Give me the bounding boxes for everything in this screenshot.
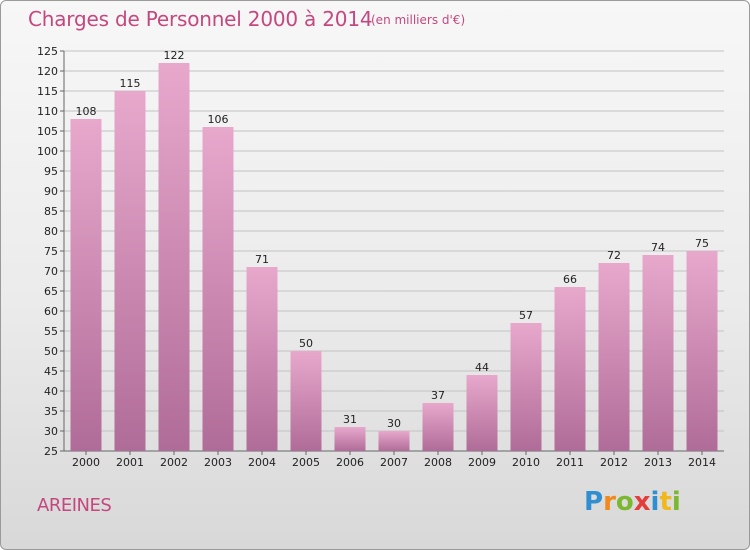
y-tick-label: 85 xyxy=(44,205,58,218)
data-label: 122 xyxy=(164,49,185,62)
data-label: 31 xyxy=(343,413,357,426)
y-tick-label: 60 xyxy=(44,305,58,318)
bar xyxy=(598,263,630,451)
y-tick-label: 35 xyxy=(44,405,58,418)
data-labels: 108 115 122 106 71 50 31 30 37 44 57 66 72 74 75 xyxy=(76,49,710,430)
bar xyxy=(510,323,542,451)
x-tick-label: 2006 xyxy=(336,456,364,469)
data-label: 44 xyxy=(475,361,489,374)
bar xyxy=(114,91,146,451)
y-tick-label: 80 xyxy=(44,225,58,238)
data-label: 106 xyxy=(208,113,229,126)
bars xyxy=(70,63,718,451)
logo-letter: r xyxy=(603,487,616,517)
bar xyxy=(70,119,102,451)
bar xyxy=(466,375,498,451)
y-tick-label: 105 xyxy=(37,125,58,138)
logo-letter: i xyxy=(671,487,681,517)
y-tick-label: 40 xyxy=(44,385,58,398)
bar xyxy=(202,127,234,451)
data-label: 115 xyxy=(120,77,141,90)
proxiti-logo: Proxiti xyxy=(584,487,681,517)
data-label: 30 xyxy=(387,417,401,430)
x-tick-label: 2011 xyxy=(556,456,584,469)
bar xyxy=(246,267,278,451)
y-tick-label: 90 xyxy=(44,185,58,198)
x-tick-label: 2001 xyxy=(116,456,144,469)
logo-letter: x xyxy=(633,487,651,517)
y-tick-label: 120 xyxy=(37,65,58,78)
data-label: 66 xyxy=(563,273,577,286)
x-tick-label: 2000 xyxy=(72,456,100,469)
place-name: AREINES xyxy=(37,495,112,516)
y-tick-labels: 25 30 35 40 45 50 55 60 65 70 75 80 85 90 95 100 105 110 1… xyxy=(37,45,58,458)
x-tick-label: 2005 xyxy=(292,456,320,469)
data-label: 37 xyxy=(431,389,445,402)
bar xyxy=(554,287,586,451)
logo-letter: o xyxy=(615,487,634,517)
y-tick-label: 70 xyxy=(44,265,58,278)
bar xyxy=(422,403,454,451)
data-label: 50 xyxy=(299,337,313,350)
y-tick-label: 110 xyxy=(37,105,58,118)
bar xyxy=(686,251,718,451)
y-tick-label: 125 xyxy=(37,45,58,58)
bar xyxy=(290,351,322,451)
data-label: 72 xyxy=(607,249,621,262)
x-tick-label: 2013 xyxy=(644,456,672,469)
y-tick-label: 30 xyxy=(44,425,58,438)
bar xyxy=(334,427,366,451)
data-label: 108 xyxy=(76,105,97,118)
x-tick-label: 2010 xyxy=(512,456,540,469)
x-tick-label: 2008 xyxy=(424,456,452,469)
y-tick-label: 50 xyxy=(44,345,58,358)
y-tick-label: 55 xyxy=(44,325,58,338)
logo-letter: t xyxy=(659,487,672,517)
y-tick-label: 95 xyxy=(44,165,58,178)
y-tick-label: 75 xyxy=(44,245,58,258)
y-tick-label: 45 xyxy=(44,365,58,378)
x-tick-label: 2014 xyxy=(688,456,716,469)
chart-title: Charges de Personnel 2000 à 2014 xyxy=(28,7,373,31)
x-tick-label: 2002 xyxy=(160,456,188,469)
bar xyxy=(378,431,410,451)
data-label: 74 xyxy=(651,241,665,254)
logo-letter: i xyxy=(650,487,660,517)
logo-letter: P xyxy=(584,487,604,517)
x-tick-label: 2012 xyxy=(600,456,628,469)
x-tick-label: 2009 xyxy=(468,456,496,469)
y-tick-label: 25 xyxy=(44,445,58,458)
data-label: 57 xyxy=(519,309,533,322)
x-tick-label: 2004 xyxy=(248,456,276,469)
x-tick-label: 2007 xyxy=(380,456,408,469)
y-tick-label: 100 xyxy=(37,145,58,158)
x-tick-labels: 2000 2001 2002 2003 2004 2005 2006 2007 2008 2009… xyxy=(72,451,716,469)
data-label: 75 xyxy=(695,237,709,250)
chart-subtitle: (en milliers d'€) xyxy=(371,13,466,27)
data-label: 71 xyxy=(255,253,269,266)
bar xyxy=(158,63,190,451)
x-tick-label: 2003 xyxy=(204,456,232,469)
bar xyxy=(642,255,674,451)
y-tick-label: 115 xyxy=(37,85,58,98)
y-tick-label: 65 xyxy=(44,285,58,298)
